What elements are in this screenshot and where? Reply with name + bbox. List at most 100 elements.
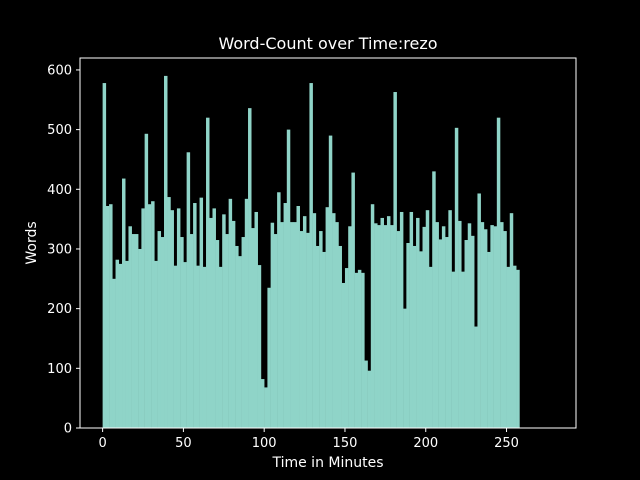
bar [164,75,168,429]
x-axis-label: Time in Minutes [271,455,383,471]
bar [147,204,152,428]
bar [487,251,491,428]
bar [193,203,197,428]
bar [199,197,204,428]
bar [335,222,339,428]
bar [151,201,155,428]
x-tick-label: 0 [98,436,106,451]
bar [361,272,365,428]
bar [105,206,110,428]
bar [322,251,326,428]
bar [131,234,136,428]
x-tick-label: 100 [252,436,277,451]
bar [464,240,468,428]
bar [477,193,481,428]
bar [458,220,462,428]
bar [448,210,452,428]
bar [516,269,520,428]
bar [461,271,465,428]
bar [338,245,342,428]
bar [257,265,262,428]
bar [115,259,120,428]
bar [212,208,216,428]
bar [506,266,511,428]
bar [222,214,226,428]
bar [241,237,246,428]
bar [225,234,229,428]
bar [102,83,107,428]
bar [419,251,423,428]
bar [280,222,284,428]
bar [370,204,375,428]
bar [309,83,313,428]
bar [328,135,333,428]
y-tick-label: 600 [47,63,72,78]
x-tick-label: 150 [333,436,358,451]
bar [467,223,472,428]
bar [500,222,504,428]
y-tick-label: 100 [47,362,72,377]
bar [170,210,174,428]
bar [273,234,278,428]
bar [215,240,220,428]
bar [302,216,307,428]
x-tick-label: 200 [413,436,438,451]
bar [325,207,330,428]
chart-title: Word-Count over Time:rezo [218,34,437,53]
bar [441,226,446,428]
bar [254,211,258,428]
bar [244,198,249,428]
bar [189,234,194,428]
bar [306,232,310,428]
bar [403,308,407,428]
bar [141,208,145,428]
x-tick-label: 50 [175,436,192,451]
bar [406,243,410,428]
bar [196,265,200,428]
bar [180,237,184,428]
y-tick-label: 200 [47,302,72,317]
bar [390,225,394,428]
bar [128,226,132,428]
bar [293,222,297,428]
bar [383,225,388,428]
bar [299,231,304,428]
bar [112,278,116,428]
bar [206,117,210,429]
bar [454,127,459,428]
bar [435,222,439,428]
bar [483,229,488,428]
bar [377,225,381,428]
bar [416,217,420,428]
bar [248,108,252,428]
bar [432,171,436,428]
bar [409,211,414,428]
plot-frame [79,57,577,429]
bar [348,226,352,428]
bar [344,268,349,428]
bar [490,225,494,428]
bar [451,271,456,428]
bars-group [102,75,520,429]
bar [319,231,323,428]
bar [422,226,426,428]
bar [202,266,207,428]
bar [122,178,126,428]
bar [512,265,517,428]
bar [138,248,142,428]
bar [412,245,417,428]
y-tick-label: 300 [47,242,72,257]
bar [341,282,346,428]
bar [173,265,178,428]
bar [267,287,271,428]
bar [357,269,362,428]
bar [470,235,475,428]
x-axis: 0 50 100 150 200 250 [98,428,519,451]
bar [157,231,162,428]
bar [374,223,378,428]
bar [503,231,507,428]
bar [218,266,223,428]
bar [209,217,213,428]
x-tick-label: 250 [494,436,519,451]
